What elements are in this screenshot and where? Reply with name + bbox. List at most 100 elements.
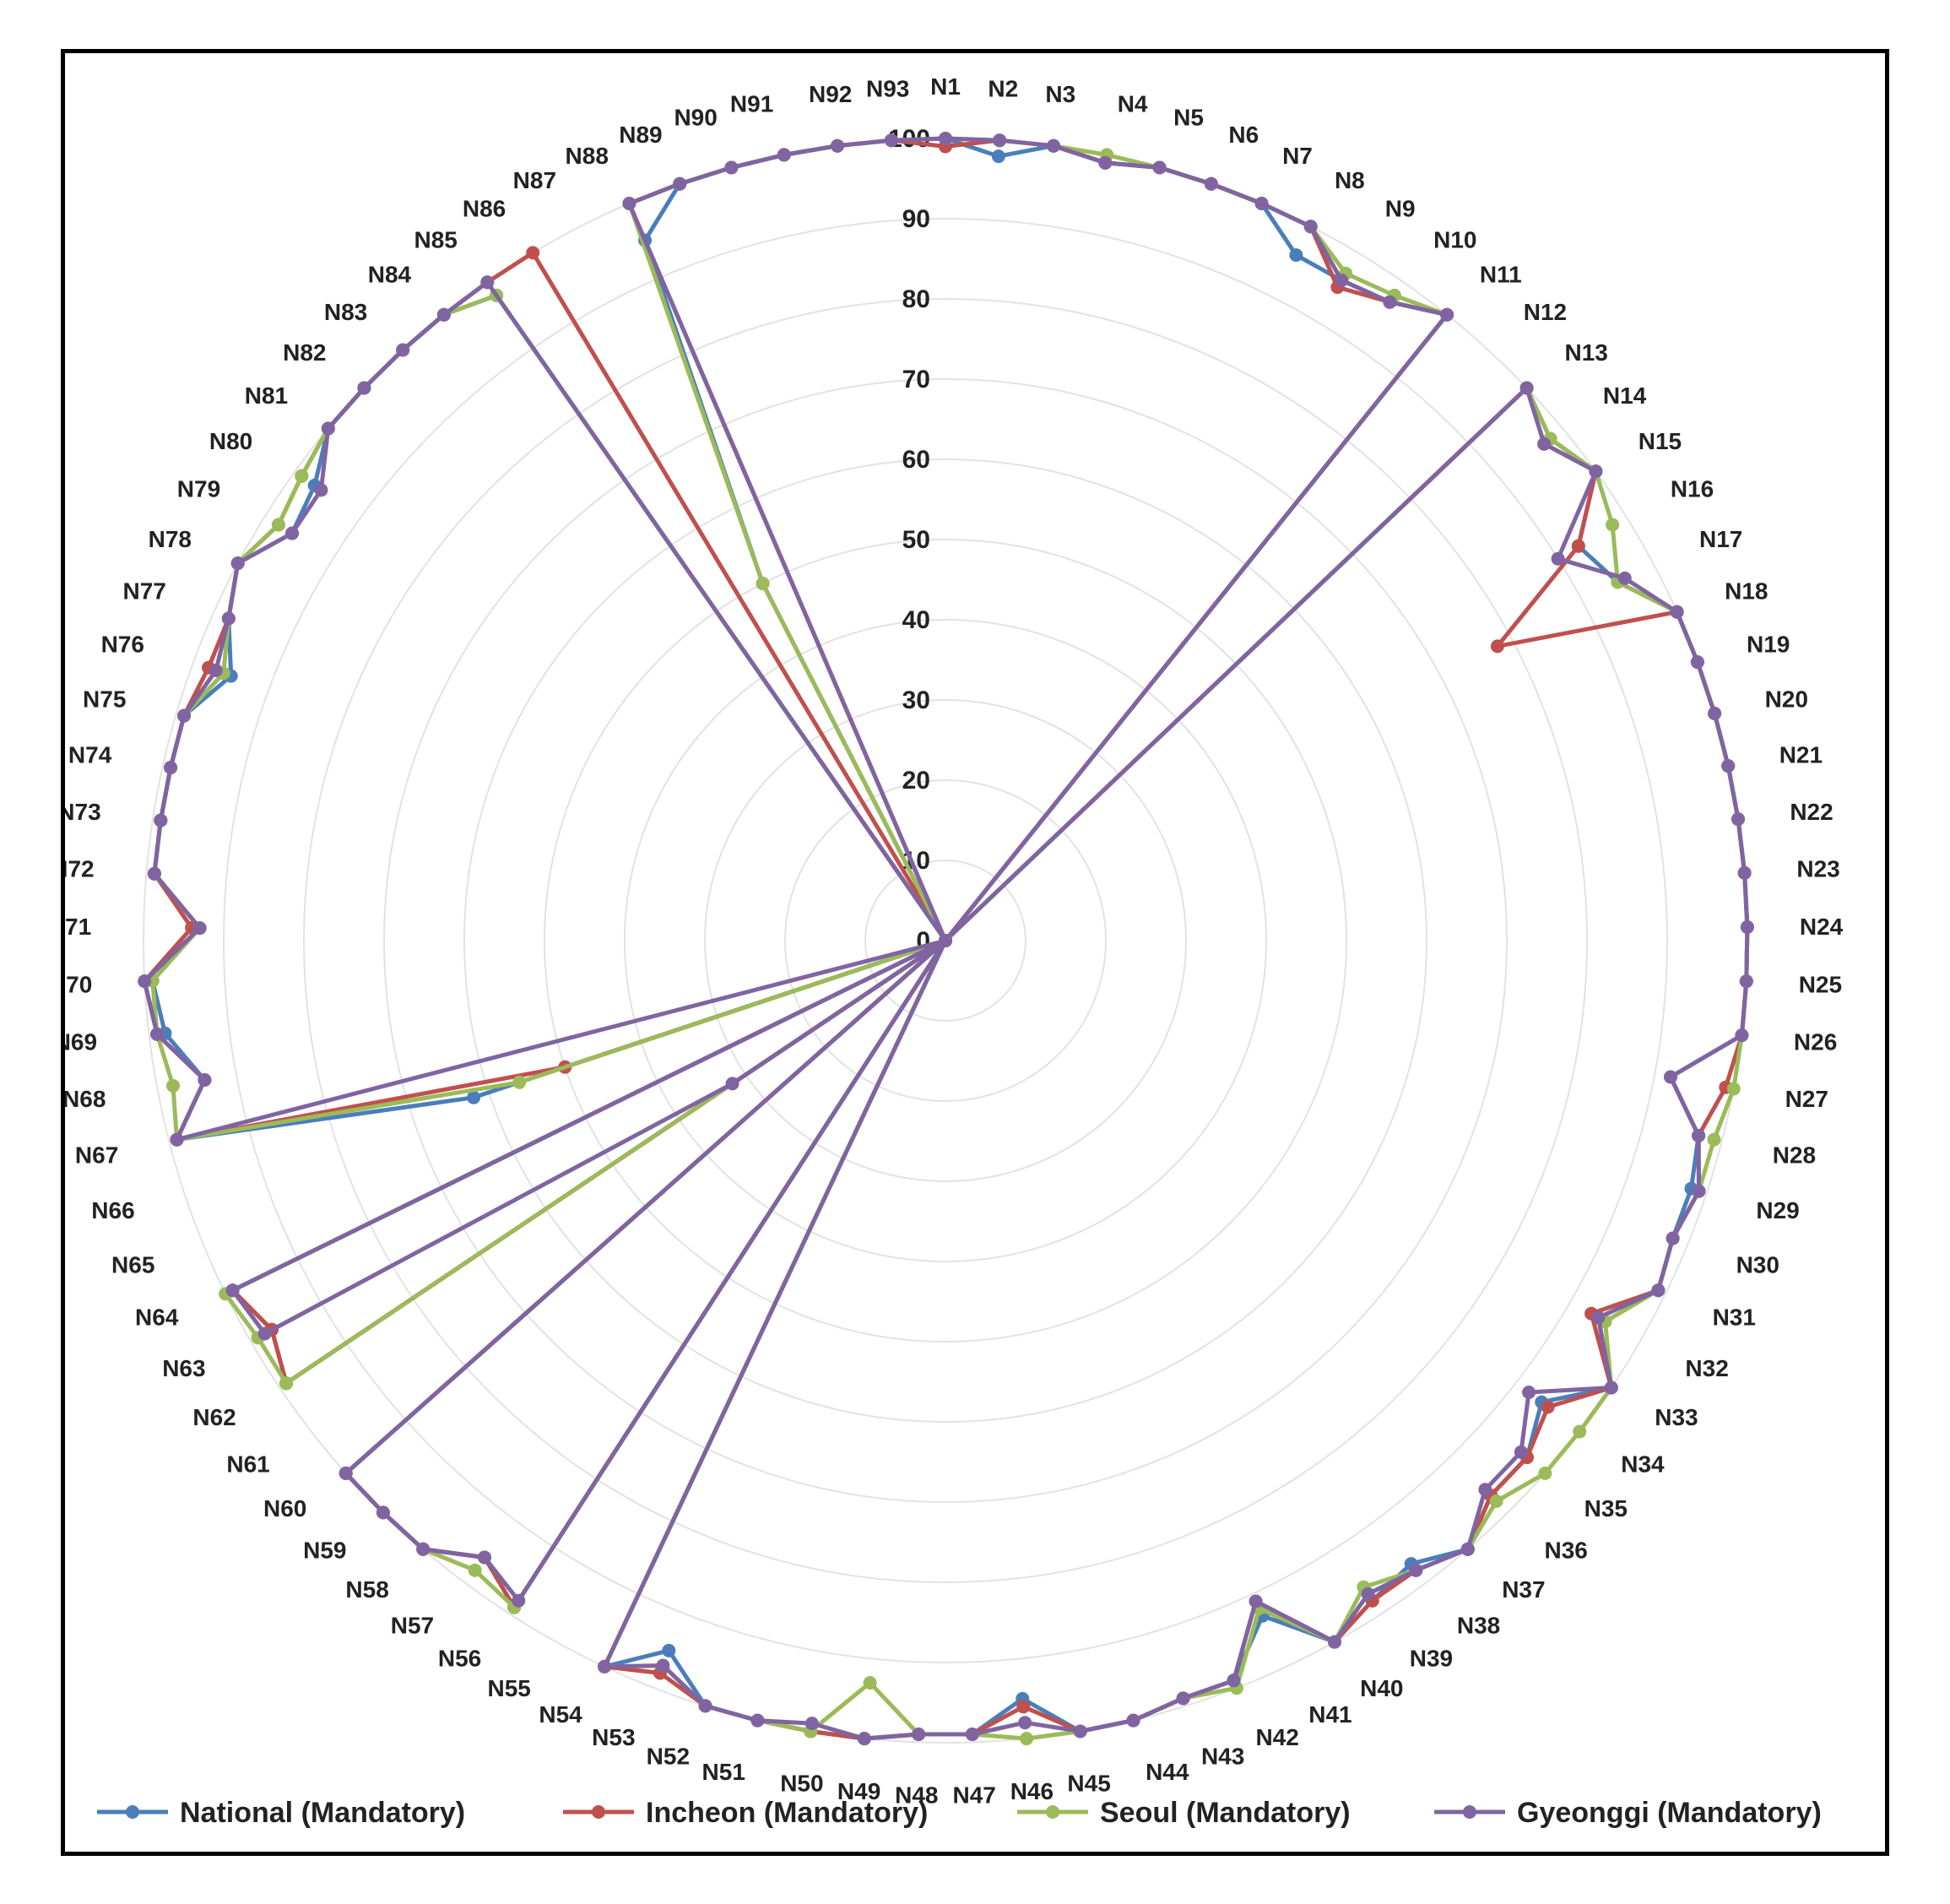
category-label-n48: N48 [895,1782,938,1808]
category-label-n16: N16 [1671,476,1714,502]
point-s3-n1 [939,132,952,145]
tick-label-20: 20 [902,767,930,795]
data-series [138,132,1754,1746]
category-label-n7: N7 [1282,143,1313,169]
point-s3-n64 [225,1283,240,1298]
category-label-n55: N55 [487,1675,530,1701]
point-s3-n81 [321,421,335,436]
point-s3-n93 [884,133,898,148]
point-s3-n78 [230,556,245,571]
point-s2-n28 [1707,1132,1721,1147]
legend-item-2: Seoul (Mandatory) [1017,1797,1351,1829]
point-s3-n5 [1152,160,1167,175]
point-s3-n50 [804,1717,819,1731]
point-s3-n84 [436,307,451,322]
tick-label-70: 70 [902,366,930,393]
point-s3-n60 [339,1466,353,1480]
gridline-20 [784,779,1107,1102]
legend-item-0: National (Mandatory) [97,1797,465,1829]
legend: National (Mandatory) Incheon (Mandatory) S… [97,1797,1822,1829]
legend-item-3: Gyeonggi (Mandatory) [1434,1797,1822,1829]
legend-swatch-marker [1463,1805,1476,1819]
point-s3-n91 [777,148,791,162]
legend-label: Incheon (Mandatory) [646,1797,928,1829]
point-s3-n48 [912,1728,926,1741]
point-s3-n38 [1409,1563,1423,1577]
point-s3-n28 [1692,1129,1706,1142]
point-s3-n57 [478,1550,491,1565]
category-label-n41: N41 [1308,1701,1351,1728]
point-s3-n75 [177,708,191,723]
category-label-n14: N14 [1603,382,1647,409]
point-s3-n19 [1690,655,1704,670]
point-s0-n8 [1289,248,1303,263]
gridline-50 [544,539,1347,1343]
point-s3-n77 [221,611,236,626]
category-label-n61: N61 [226,1451,269,1477]
point-s3-n16 [1551,551,1565,566]
point-s1-n17 [1490,639,1504,654]
point-s3-n34 [1522,1386,1536,1399]
category-label-n15: N15 [1639,428,1682,454]
point-s3-n21 [1721,759,1736,773]
category-label-n69: N69 [65,1028,97,1055]
category-label-n83: N83 [324,299,367,325]
gridline-80 [303,298,1588,1583]
category-label-n12: N12 [1524,299,1567,325]
point-s3-n3 [1047,138,1060,153]
category-label-n37: N37 [1502,1576,1545,1603]
point-s2-n27 [1726,1082,1741,1096]
point-s2-n34 [1573,1424,1587,1439]
category-label-n28: N28 [1773,1142,1816,1169]
category-label-n34: N34 [1621,1451,1665,1477]
category-label-n75: N75 [83,686,126,712]
category-label-n23: N23 [1796,856,1839,882]
point-s3-n90 [724,160,739,175]
legend-label: Seoul (Mandatory) [1100,1797,1351,1829]
point-s2-n79 [271,518,285,532]
point-s3-n43 [1176,1691,1190,1706]
category-label-n76: N76 [101,632,144,658]
category-label-n24: N24 [1800,914,1844,940]
point-s3-n15 [1589,464,1603,479]
point-s0-n66 [467,1090,481,1104]
point-s3-n52 [698,1699,712,1713]
tick-label-40: 40 [902,606,930,634]
category-label-n39: N39 [1410,1646,1453,1672]
category-label-n68: N68 [65,1086,106,1112]
category-label-n25: N25 [1799,971,1842,997]
category-label-n9: N9 [1385,195,1416,221]
point-s3-n4 [1098,155,1113,170]
category-label-n78: N78 [149,526,192,552]
gridline-60 [463,458,1427,1423]
point-s3-n20 [1708,707,1722,720]
gridline-40 [624,619,1267,1262]
point-s3-n9 [1335,274,1349,287]
category-label-n21: N21 [1779,742,1823,768]
point-s3-n56 [512,1593,526,1608]
point-s3-n59 [376,1505,390,1520]
point-s2-n36 [1489,1494,1503,1508]
point-s3-n11 [1440,307,1454,322]
category-label-n62: N62 [192,1404,236,1430]
category-label-n38: N38 [1457,1613,1500,1639]
category-label-n30: N30 [1736,1251,1779,1277]
category-label-n64: N64 [135,1305,179,1331]
point-s3-n44 [1126,1713,1140,1728]
point-s0-n53 [662,1643,676,1657]
category-label-n74: N74 [68,742,112,768]
point-s0-n2 [991,149,1005,164]
point-s3-n88 [622,197,636,210]
gridline-90 [223,218,1668,1663]
series-3 [138,132,1754,1746]
point-s3-n35 [1514,1445,1528,1459]
category-label-n27: N27 [1785,1086,1828,1112]
point-s3-n54 [598,1659,612,1673]
point-s3-n69 [150,1027,165,1041]
point-s2-n66 [512,1075,527,1089]
point-s3-n32 [1591,1310,1606,1325]
category-label-n82: N82 [283,339,326,366]
category-label-n20: N20 [1765,686,1808,712]
